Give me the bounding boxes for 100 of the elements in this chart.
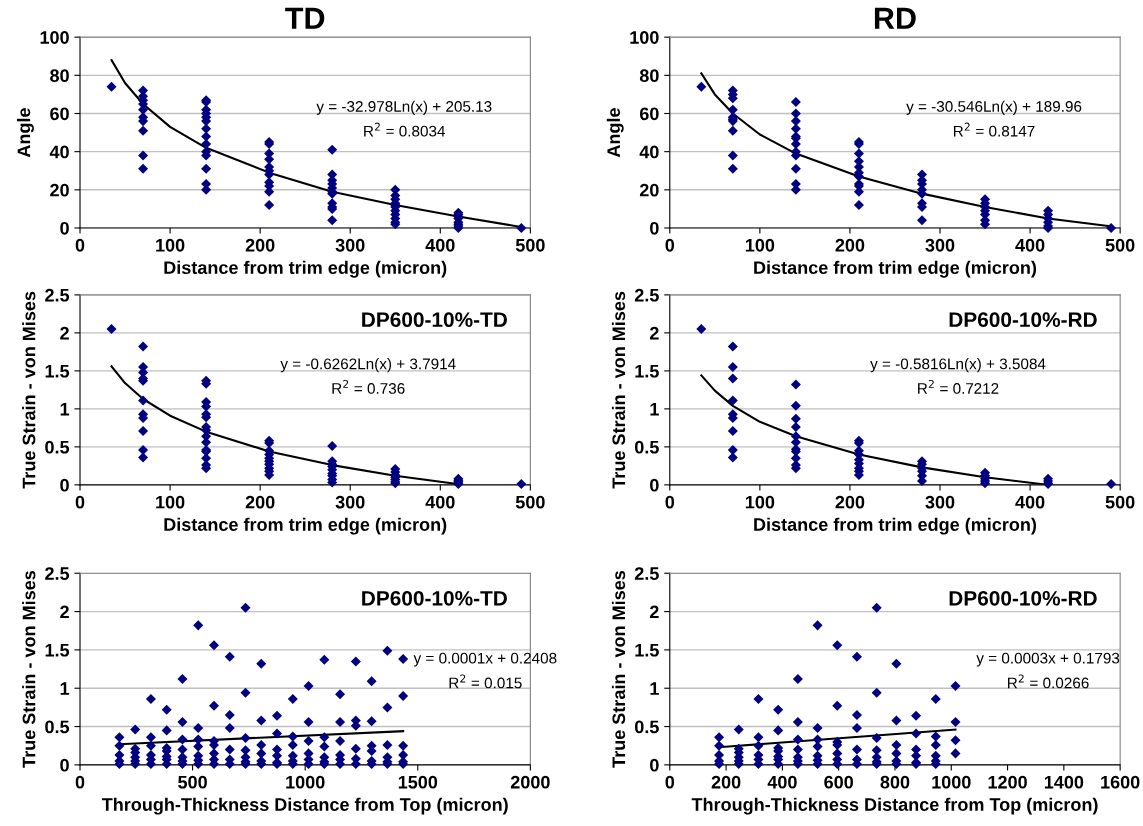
y-tick-label: 80 <box>50 69 69 83</box>
chart-title: TD <box>285 7 325 29</box>
y-tick-label: 1.5 <box>45 644 70 657</box>
y-tick-label: 1 <box>60 402 70 416</box>
y-tick-label: 20 <box>639 183 659 197</box>
x-tick-label: 300 <box>335 238 365 252</box>
text: DP600-10%-TD <box>362 590 507 606</box>
y-tick-label: 0 <box>60 478 69 492</box>
y-axis-title: True Strain - von Mises <box>22 570 36 768</box>
y-axis-title: True Strain - von Mises <box>611 570 626 768</box>
y-tick-label: 2 <box>60 326 69 340</box>
y-tick-label: 2.5 <box>45 288 70 302</box>
x-tick-label: 800 <box>880 775 910 789</box>
x-tick-label: 200 <box>835 238 865 252</box>
y-tick-label: 2.5 <box>634 567 659 580</box>
annotation: y = 0.0003x + 0.1793 <box>976 652 1120 667</box>
x-tick-label: 500 <box>1105 238 1135 252</box>
y-tick-label: 20 <box>50 183 69 197</box>
annotation: y = -0.6262Ln(x) + 3.7914 <box>280 358 456 373</box>
y-tick-label: 2 <box>649 605 659 619</box>
x-tick-label: 200 <box>245 495 275 509</box>
x-tick-label: 500 <box>178 775 207 789</box>
x-tick-label: 400 <box>1015 495 1045 509</box>
y-tick-label: 1 <box>60 682 70 695</box>
y-tick-label: 1.5 <box>635 364 659 378</box>
x-tick-label: 100 <box>156 495 185 509</box>
x-tick-label: 100 <box>745 238 775 252</box>
y-axis-title: True Strain - von Mises <box>22 291 36 489</box>
x-tick-label: 400 <box>767 775 797 789</box>
x-tick-label: 200 <box>245 238 275 252</box>
y-tick-label: 2 <box>60 605 69 619</box>
x-tick-label: 100 <box>745 495 775 509</box>
x-tick-label: 0 <box>665 238 675 252</box>
annotation: y = 0.0001x + 0.2408 <box>413 652 557 667</box>
x-tick-label: 300 <box>925 238 955 252</box>
x-axis-title: Through-Thickness Distance from Top (micron) <box>691 797 1098 815</box>
x-tick-label: 400 <box>1015 238 1045 252</box>
x-axis-title: Distance from trim edge (micron) <box>164 260 447 278</box>
annotation: R$^{2}$ = 0.0266 <box>1008 674 1089 689</box>
y-tick-label: 1.5 <box>635 644 659 657</box>
x-tick-label: 300 <box>925 495 955 509</box>
x-tick-label: 0 <box>75 495 85 509</box>
chart-title: RD <box>874 7 916 29</box>
x-tick-label: 200 <box>835 495 865 509</box>
y-tick-label: 80 <box>639 69 659 83</box>
y-tick-label: 100 <box>40 31 69 44</box>
x-axis-title: Through-Thickness Distance from Top (micron) <box>101 797 508 815</box>
x-tick-label: 500 <box>515 495 545 509</box>
annotation: R$^{2}$ = 0.7212 <box>918 379 999 394</box>
y-tick-label: 40 <box>49 145 69 159</box>
y-tick-label: 1 <box>650 402 659 416</box>
y-tick-label: 2.5 <box>45 567 70 580</box>
y-tick-label: 0 <box>650 221 659 235</box>
y-tick-label: 0.5 <box>45 720 70 734</box>
x-axis-title: Distance from trim edge (micron) <box>754 260 1037 278</box>
y-tick-label: 0.5 <box>45 440 70 454</box>
text: DP600-10%-TD <box>362 312 507 328</box>
y-tick-label: 0 <box>650 478 659 492</box>
x-tick-label: 1000 <box>286 775 325 789</box>
y-tick-label: 1.5 <box>45 364 70 378</box>
y-tick-label: 40 <box>639 145 659 159</box>
text: DP600-10%-RD <box>949 590 1097 606</box>
annotation: R$^{2}$ = 0.8034 <box>364 122 446 137</box>
annotation: y = -0.5816Ln(x) + 3.5084 <box>870 358 1046 373</box>
x-tick-label: 1200 <box>988 775 1027 789</box>
x-tick-label: 0 <box>75 775 85 789</box>
y-tick-label: 2 <box>649 326 659 340</box>
x-tick-label: 0 <box>75 238 85 252</box>
x-tick-label: 500 <box>515 238 545 252</box>
y-tick-label: 0.5 <box>635 440 659 454</box>
x-tick-label: 0 <box>665 495 675 509</box>
annotation: y = -30.546Ln(x) + 189.96 <box>906 100 1082 115</box>
text: DP600-10%-RD <box>949 312 1097 328</box>
annotation: R$^{2}$ = 0.736 <box>332 379 405 394</box>
x-tick-label: 1000 <box>932 775 971 789</box>
x-tick-label: 600 <box>824 775 853 789</box>
annotation: y = -32.978Ln(x) + 205.13 <box>316 100 492 115</box>
y-tick-label: 0 <box>650 758 659 772</box>
y-tick-label: 0 <box>60 221 69 235</box>
y-tick-label: 1 <box>650 682 659 695</box>
y-axis-title: True Strain - von Mises <box>611 291 626 489</box>
x-tick-label: 400 <box>425 495 455 509</box>
y-axis-title: Angle <box>606 108 624 158</box>
x-axis-title: Distance from trim edge (micron) <box>164 517 447 535</box>
y-tick-label: 60 <box>50 107 69 121</box>
x-tick-label: 1600 <box>1101 775 1140 789</box>
x-axis-title: Distance from trim edge (micron) <box>754 517 1037 535</box>
annotation: R$^{2}$ = 0.015 <box>449 674 522 689</box>
y-tick-label: 60 <box>639 107 659 121</box>
y-tick-label: 100 <box>630 31 659 44</box>
y-tick-label: 0.5 <box>635 720 659 734</box>
x-tick-label: 2000 <box>510 775 550 789</box>
x-tick-label: 400 <box>425 238 455 252</box>
x-tick-label: 100 <box>156 238 185 252</box>
x-tick-label: 200 <box>711 775 741 789</box>
x-tick-label: 300 <box>335 495 365 509</box>
x-tick-label: 1400 <box>1044 775 1084 789</box>
x-tick-label: 500 <box>1105 495 1135 509</box>
y-axis-title: Angle <box>17 108 34 158</box>
y-tick-label: 2.5 <box>634 288 659 302</box>
